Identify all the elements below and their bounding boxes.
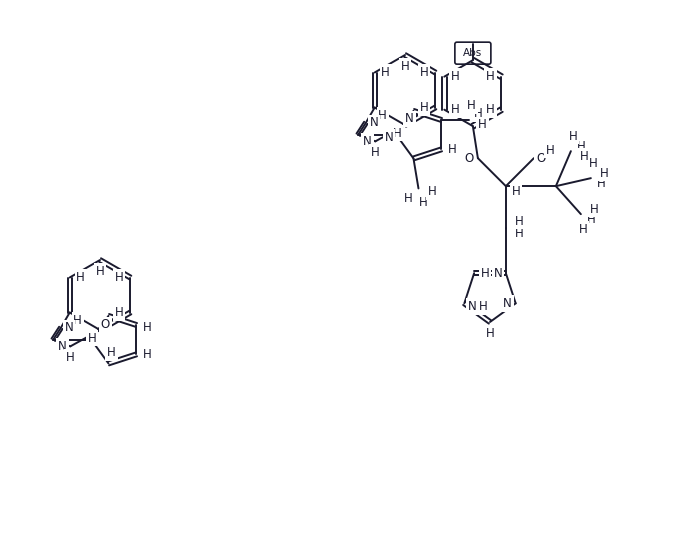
Text: H: H <box>371 146 380 159</box>
Text: N: N <box>58 340 67 353</box>
Text: H: H <box>404 192 413 205</box>
Text: H: H <box>590 203 598 216</box>
Text: H: H <box>569 130 577 143</box>
Text: H: H <box>420 66 429 79</box>
Text: H: H <box>115 306 124 319</box>
Text: H: H <box>420 101 429 114</box>
Text: N: N <box>405 113 414 125</box>
Text: H: H <box>478 119 487 131</box>
Text: H: H <box>596 177 605 189</box>
Text: H: H <box>486 70 495 83</box>
Text: H: H <box>392 126 401 139</box>
Text: H: H <box>451 103 460 116</box>
Text: H: H <box>486 103 495 116</box>
Text: H: H <box>486 326 495 340</box>
Text: H: H <box>600 167 608 180</box>
Text: H: H <box>378 109 387 122</box>
Text: H: H <box>73 314 82 327</box>
Text: O: O <box>101 319 110 331</box>
Text: N: N <box>65 321 73 334</box>
Text: H: H <box>514 227 523 240</box>
Text: N: N <box>369 116 378 129</box>
Text: H: H <box>66 351 75 364</box>
Text: H: H <box>579 150 588 163</box>
Text: H: H <box>143 348 152 361</box>
Text: N: N <box>468 300 476 313</box>
Text: H: H <box>467 100 476 113</box>
Text: H: H <box>479 300 488 313</box>
Text: H: H <box>143 321 152 334</box>
Text: H: H <box>107 346 116 359</box>
Text: H: H <box>76 271 85 284</box>
Text: H: H <box>428 185 437 198</box>
Text: N: N <box>493 267 502 280</box>
Text: N: N <box>385 131 394 144</box>
Text: H: H <box>419 196 428 209</box>
Text: H: H <box>546 144 555 157</box>
Text: H: H <box>96 265 104 277</box>
Text: H: H <box>588 157 597 170</box>
Text: H: H <box>382 66 390 79</box>
Text: H: H <box>511 185 520 198</box>
Text: H: H <box>474 108 483 120</box>
Text: H: H <box>577 140 586 153</box>
Text: O: O <box>536 152 546 165</box>
Text: H: H <box>579 223 588 236</box>
Text: H: H <box>115 271 124 284</box>
Text: H: H <box>400 60 409 72</box>
Text: Abs: Abs <box>463 48 483 58</box>
FancyBboxPatch shape <box>455 42 491 64</box>
Text: H: H <box>481 267 489 280</box>
Text: H: H <box>514 214 523 228</box>
Text: H: H <box>87 331 96 344</box>
Text: N: N <box>503 297 512 310</box>
Text: H: H <box>586 213 595 226</box>
Text: H: H <box>448 143 457 156</box>
Text: H: H <box>451 70 460 83</box>
Text: O: O <box>464 152 474 165</box>
Text: N: N <box>363 135 371 148</box>
